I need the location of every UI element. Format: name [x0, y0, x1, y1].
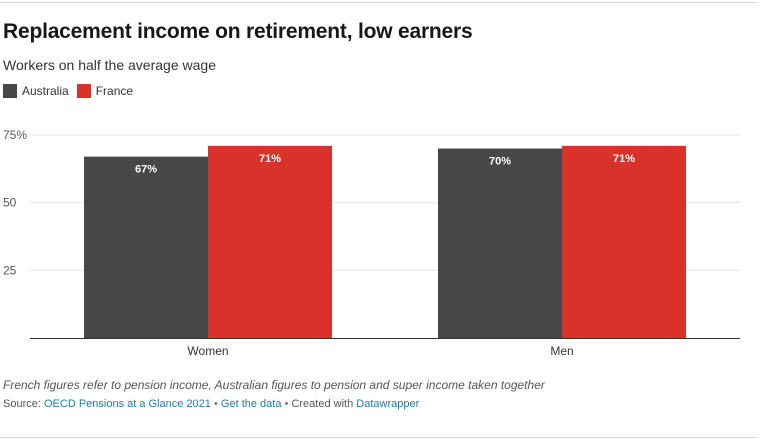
- legend-item-australia: Australia: [3, 84, 69, 98]
- data-label-australia-men: 70%: [489, 156, 511, 168]
- x-tick-label-men: Men: [550, 344, 573, 358]
- y-tick-label-50: 50: [3, 196, 17, 210]
- bar-australia-women: [84, 156, 208, 338]
- source-prefix: Source:: [3, 398, 41, 410]
- bar-france-men: [562, 145, 686, 338]
- legend-label-australia: Australia: [22, 84, 69, 98]
- legend-swatch-france: [76, 84, 91, 98]
- bar-australia-men: [438, 148, 562, 338]
- x-tick-label-women: Women: [187, 344, 228, 358]
- data-label-australia-women: 67%: [135, 164, 157, 176]
- created-with-text: Created with: [291, 398, 354, 410]
- separator-dot: •: [213, 398, 218, 410]
- legend-item-france: France: [76, 84, 134, 98]
- y-tick-label-25: 25: [3, 263, 17, 277]
- datawrapper-link[interactable]: Datawrapper: [356, 398, 420, 410]
- chart-subtitle: Workers on half the average wage: [3, 57, 216, 73]
- data-label-france-women: 71%: [259, 153, 281, 165]
- bar-france-women: [208, 145, 332, 338]
- source-link[interactable]: OECD Pensions at a Glance 2021: [43, 398, 211, 410]
- separator-dot-2: •: [284, 398, 289, 410]
- legend-swatch-australia: [3, 84, 17, 98]
- data-label-france-men: 71%: [613, 153, 635, 165]
- source-line: Source: OECD Pensions at a Glance 2021 •…: [3, 398, 419, 410]
- get-the-data-link[interactable]: Get the data: [220, 398, 282, 410]
- legend: Australia France: [3, 84, 141, 98]
- y-tick-label-75: 75%: [3, 128, 27, 142]
- chart-title: Replacement income on retirement, low ea…: [3, 20, 473, 43]
- top-rule: [0, 2, 758, 3]
- footnote: French figures refer to pension income, …: [3, 378, 545, 392]
- bottom-rule: [0, 437, 758, 438]
- legend-label-france: France: [95, 84, 134, 98]
- bar-chart: 75% 50 25 67% 71% Women 70% 71% Men: [3, 128, 740, 358]
